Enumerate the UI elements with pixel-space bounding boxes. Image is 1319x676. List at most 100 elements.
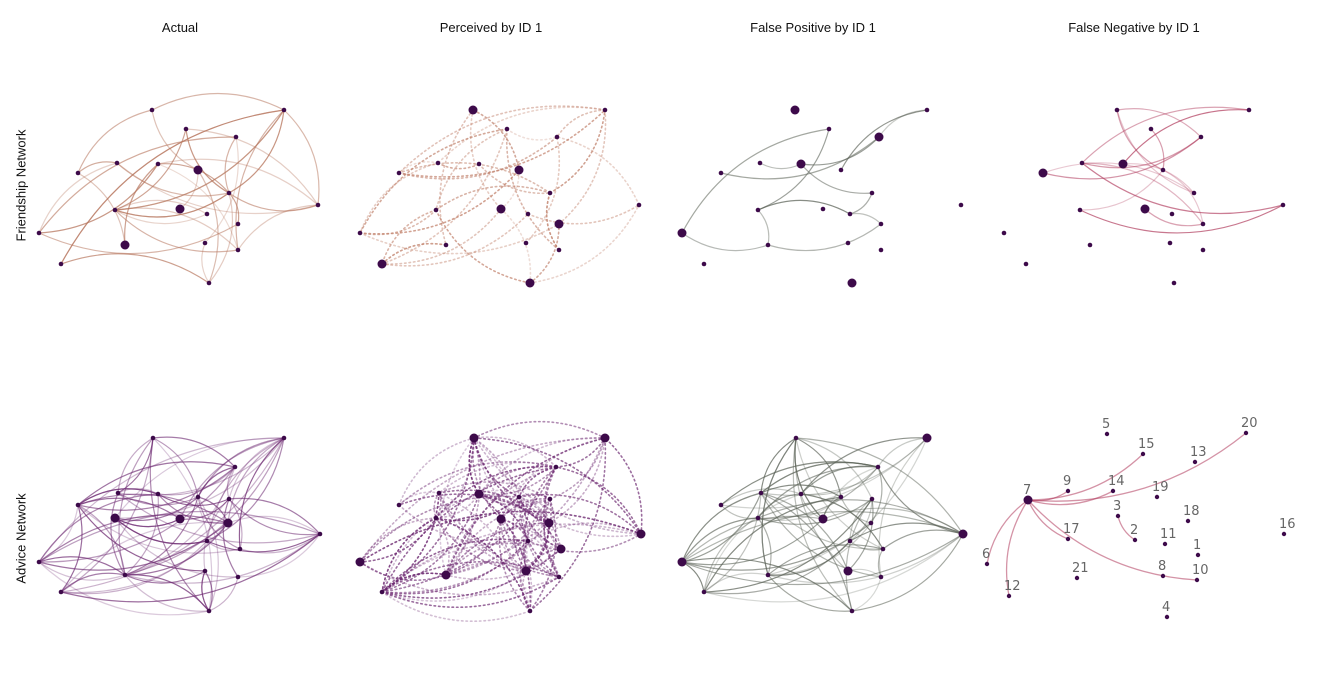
edge <box>114 209 239 253</box>
edge <box>800 136 880 166</box>
edge <box>760 484 842 498</box>
edge <box>681 128 830 234</box>
edge <box>767 223 882 252</box>
edge <box>767 522 872 576</box>
friendship-perceived-node <box>396 170 402 176</box>
edge <box>800 163 873 194</box>
edge <box>359 495 520 563</box>
edge <box>767 574 853 612</box>
advice-actual-node <box>202 568 208 574</box>
advice-false-negative-node <box>1164 614 1170 620</box>
edge <box>157 493 230 507</box>
advice-false-negative-node <box>1243 430 1249 436</box>
edge <box>681 533 964 586</box>
advice-false-positive-node <box>847 538 853 544</box>
edge <box>228 497 321 535</box>
advice-actual-node <box>281 435 287 441</box>
edge <box>227 437 285 524</box>
edge <box>197 169 219 284</box>
edge <box>203 498 230 572</box>
advice-false-negative-node <box>1195 552 1201 558</box>
edge <box>445 498 551 576</box>
edge <box>681 517 759 563</box>
column-title-perceived: Perceived by ID 1 <box>439 20 543 35</box>
edge <box>398 109 606 178</box>
friendship-perceived-node <box>547 190 553 196</box>
edge <box>703 492 762 593</box>
edge <box>124 163 159 246</box>
column-title-actual: Actual <box>161 20 199 35</box>
edge <box>478 437 606 495</box>
advice-perceived-node <box>436 490 442 496</box>
edge <box>60 253 210 284</box>
advice-false-negative-node <box>1192 459 1198 465</box>
edge <box>512 496 527 572</box>
edge <box>445 498 551 576</box>
edge <box>822 507 964 535</box>
edge <box>226 466 236 500</box>
advice-perceived-node <box>355 557 365 567</box>
edge <box>439 109 474 246</box>
friendship-actual-node <box>206 280 212 286</box>
friendship-false-positive-node <box>874 132 884 142</box>
edge <box>77 493 229 524</box>
edge <box>60 572 126 593</box>
friendship-perceived-node <box>476 161 482 167</box>
node-label: 9 <box>1063 474 1071 489</box>
advice-actual-node <box>223 518 233 528</box>
advice-actual-node <box>232 464 238 470</box>
advice-perceived-node <box>474 489 484 499</box>
friendship-perceived-node <box>357 230 363 236</box>
friendship-false-positive-node <box>796 159 806 169</box>
friendship-false-negative-node <box>1079 160 1085 166</box>
edge <box>500 518 533 612</box>
edge <box>542 466 560 578</box>
edge <box>1116 108 1202 138</box>
edge <box>157 158 319 206</box>
edge <box>117 487 159 495</box>
edge <box>986 499 1029 565</box>
edge <box>381 570 527 602</box>
edge <box>445 437 481 576</box>
advice-false-negative-node <box>1162 541 1168 547</box>
advice-actual-node <box>115 490 121 496</box>
edge <box>549 437 606 500</box>
edge <box>478 493 551 507</box>
edge <box>38 136 237 234</box>
edge <box>703 493 802 593</box>
edge <box>206 533 321 553</box>
friendship-false-negative-node <box>1280 202 1286 208</box>
friendship-perceived-node <box>554 219 564 229</box>
advice-perceived-node <box>556 544 566 554</box>
edge <box>38 522 229 571</box>
edge <box>545 192 560 251</box>
advice-false-negative-node <box>1065 536 1071 542</box>
edge <box>435 517 531 612</box>
edge <box>800 437 928 495</box>
edge <box>239 533 321 554</box>
edge <box>681 515 824 563</box>
edge <box>472 437 502 520</box>
edge <box>204 570 213 612</box>
friendship-false-negative-node <box>1200 247 1206 253</box>
edge <box>849 522 964 542</box>
node-label: 11 <box>1160 527 1177 542</box>
edge <box>77 461 236 506</box>
edge <box>38 437 285 563</box>
edge <box>527 204 640 225</box>
edge <box>237 533 321 578</box>
advice-false-positive-node <box>818 514 828 524</box>
edge <box>438 461 557 494</box>
edge <box>381 572 447 593</box>
node-label: 1 <box>1193 538 1201 553</box>
edge <box>795 437 964 535</box>
edge <box>720 437 928 509</box>
edge <box>435 465 557 519</box>
edge <box>1027 453 1144 501</box>
edge <box>116 162 230 197</box>
edge <box>60 540 208 595</box>
edge <box>555 437 606 468</box>
advice-actual-node <box>195 494 201 500</box>
edge <box>222 498 239 578</box>
edge <box>518 496 642 538</box>
